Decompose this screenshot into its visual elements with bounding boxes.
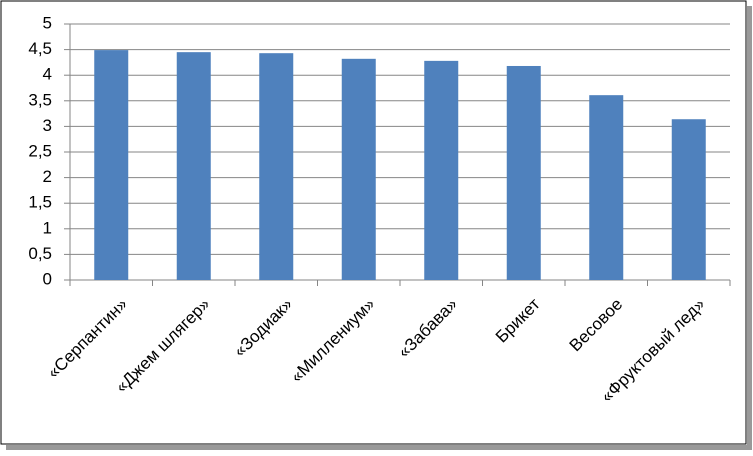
y-tick-label: 4,5	[28, 39, 52, 58]
y-tick-label: 2,5	[28, 141, 52, 160]
bar	[94, 50, 129, 280]
y-tick-label: 1	[43, 218, 52, 237]
bar	[341, 58, 376, 281]
bar	[424, 60, 459, 280]
y-tick-label: 1,5	[28, 193, 52, 212]
frame-shadow	[6, 445, 752, 450]
bar	[671, 119, 706, 281]
y-tick-label: 4	[43, 65, 52, 84]
bar	[176, 52, 211, 280]
y-tick-label: 3,5	[28, 90, 52, 109]
y-tick-label: 2	[43, 167, 52, 186]
y-tick-label: 0	[43, 269, 52, 288]
y-tick-label: 5	[43, 13, 52, 32]
bar	[589, 95, 624, 280]
bar	[259, 53, 294, 281]
y-tick-label: 0,5	[28, 244, 52, 263]
y-tick-label: 3	[43, 116, 52, 135]
frame-shadow	[747, 6, 752, 449]
bar	[506, 65, 541, 280]
